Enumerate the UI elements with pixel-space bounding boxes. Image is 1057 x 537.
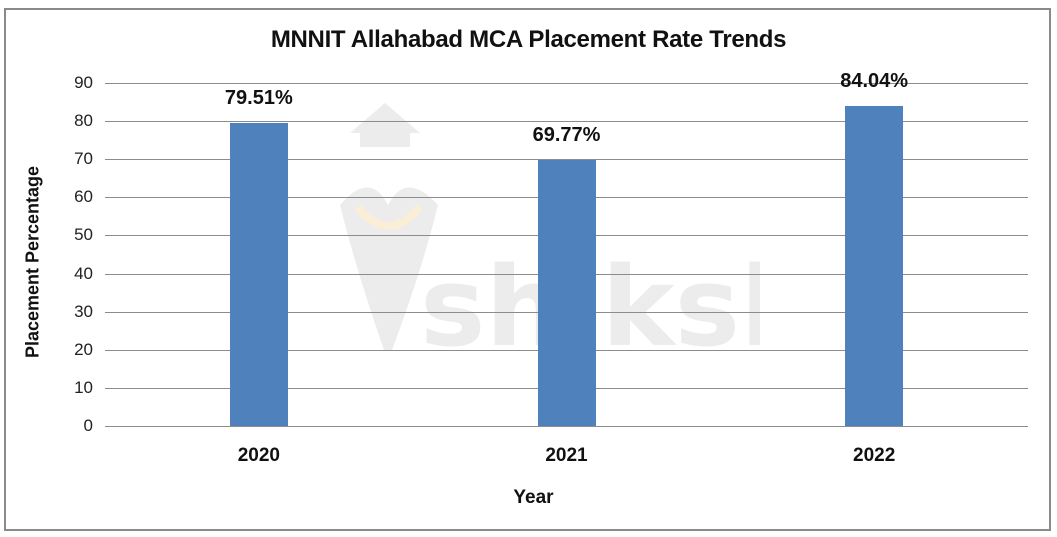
bar-2022 (845, 105, 904, 426)
y-tick-label: 10 (74, 377, 93, 397)
x-axis-label: Year (513, 487, 554, 508)
y-tick-label: 0 (83, 416, 93, 435)
data-label: 79.51% (224, 86, 293, 109)
bar-2021 (537, 160, 596, 426)
bar-2020 (229, 122, 288, 426)
y-tick-label: 90 (74, 73, 93, 92)
y-tick-label: 50 (74, 225, 93, 245)
x-tick-label: 2020 (237, 445, 280, 466)
y-tick-label: 20 (74, 339, 93, 359)
gridline (105, 121, 1028, 123)
chart-title: MNNIT Allahabad MCA Placement Rate Trend… (270, 26, 787, 53)
plot-area: 0 10 20 30 40 50 60 70 80 90 79.51% 2020 69.77% 2021 8… (74, 70, 1028, 466)
data-label: 69.77% (532, 124, 601, 147)
gridline (105, 83, 1028, 84)
gridline (105, 159, 1028, 161)
y-tick-label: 30 (74, 301, 93, 321)
x-tick-label: 2021 (545, 445, 588, 466)
y-tick-label: 40 (74, 263, 93, 283)
y-tick-label: 60 (74, 187, 93, 207)
y-tick-label: 80 (74, 111, 93, 131)
x-tick-label: 2022 (853, 445, 896, 466)
y-axis-label: Placement Percentage (22, 165, 43, 359)
y-tick-label: 70 (74, 149, 93, 169)
data-label: 84.04% (840, 69, 909, 92)
gridline (105, 426, 1028, 427)
